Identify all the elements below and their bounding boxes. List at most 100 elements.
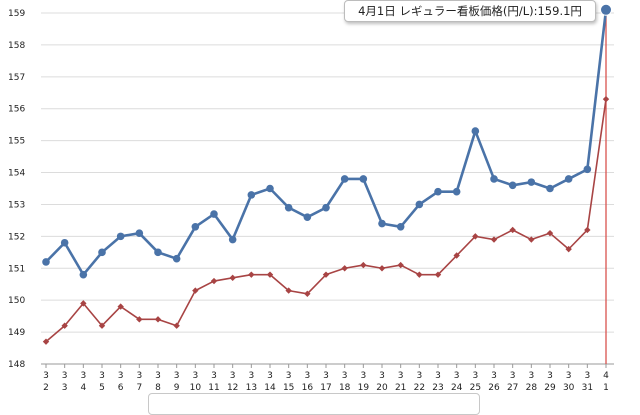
point-marker bbox=[98, 322, 106, 329]
y-tick-label: 158 bbox=[8, 41, 25, 51]
x-tick-day: 6 bbox=[118, 383, 124, 393]
x-tick-day: 5 bbox=[99, 383, 105, 393]
point-marker bbox=[360, 261, 367, 269]
point-marker bbox=[266, 271, 274, 278]
point-marker bbox=[359, 175, 368, 183]
x-tick-month: 3 bbox=[99, 371, 105, 381]
x-tick-day: 4 bbox=[80, 383, 86, 393]
x-tick-month: 3 bbox=[584, 371, 590, 381]
point-marker bbox=[527, 178, 536, 186]
x-tick-day: 9 bbox=[174, 383, 180, 393]
y-tick-label: 150 bbox=[8, 296, 25, 306]
data-tooltip: 4月1日 レギュラー看板価格(円/L):159.1円 bbox=[344, 0, 596, 22]
point-marker bbox=[247, 191, 256, 199]
x-tick-day: 14 bbox=[264, 383, 276, 393]
y-tick-label: 149 bbox=[8, 328, 25, 338]
point-marker bbox=[490, 175, 498, 183]
x-tick-month: 3 bbox=[416, 371, 422, 381]
point-marker bbox=[378, 265, 386, 272]
point-marker bbox=[285, 287, 292, 294]
x-tick-month: 3 bbox=[136, 371, 142, 381]
point-marker bbox=[154, 248, 162, 257]
point-marker bbox=[528, 236, 535, 243]
point-marker bbox=[508, 181, 517, 190]
x-tick-day: 30 bbox=[563, 383, 575, 393]
point-marker bbox=[42, 338, 50, 345]
point-marker bbox=[509, 226, 516, 234]
point-marker bbox=[80, 300, 87, 307]
x-tick-month: 3 bbox=[528, 371, 534, 381]
x-tick-day: 13 bbox=[246, 383, 257, 393]
x-tick-day: 12 bbox=[227, 383, 238, 393]
point-marker bbox=[98, 248, 106, 257]
point-marker bbox=[583, 165, 592, 174]
point-marker bbox=[341, 265, 348, 272]
x-tick-month: 3 bbox=[342, 371, 348, 381]
point-marker bbox=[434, 187, 442, 196]
point-marker bbox=[396, 222, 405, 231]
y-tick-label: 153 bbox=[8, 200, 25, 210]
point-marker bbox=[602, 95, 610, 103]
point-marker bbox=[117, 303, 124, 310]
point-marker bbox=[60, 238, 69, 247]
x-tick-day: 17 bbox=[320, 383, 331, 393]
point-marker bbox=[322, 203, 330, 212]
point-marker bbox=[565, 245, 572, 253]
y-tick-label: 156 bbox=[8, 105, 25, 115]
point-marker bbox=[192, 287, 199, 294]
x-tick-month: 3 bbox=[118, 371, 124, 381]
point-marker bbox=[228, 235, 237, 244]
chart-container: 148 149 150 151 152 153 154 155 156 157 158 159 3 2 3 3… bbox=[8, 0, 614, 415]
y-tick-label: 154 bbox=[8, 169, 25, 179]
x-tick-month: 3 bbox=[62, 371, 68, 381]
x-tick-day: 8 bbox=[155, 383, 161, 393]
y-tick-label: 157 bbox=[8, 73, 25, 83]
x-tick-month: 3 bbox=[454, 371, 460, 381]
x-tick-day: 27 bbox=[507, 383, 518, 393]
point-marker bbox=[173, 322, 180, 329]
x-tick-month: 3 bbox=[80, 371, 86, 381]
point-marker bbox=[116, 232, 125, 241]
x-tick-day: 2 bbox=[43, 383, 49, 393]
line-chart: 1481491501511521531541551561571581593233… bbox=[8, 3, 614, 393]
point-marker bbox=[490, 236, 498, 243]
x-tick-day: 11 bbox=[208, 383, 219, 393]
x-tick-month: 3 bbox=[566, 371, 572, 381]
point-marker bbox=[172, 254, 181, 263]
point-marker bbox=[303, 213, 312, 222]
point-marker bbox=[378, 219, 386, 228]
point-marker bbox=[415, 200, 424, 209]
x-tick-month: 3 bbox=[547, 371, 553, 381]
x-tick-month: 3 bbox=[230, 371, 236, 381]
point-marker bbox=[42, 258, 50, 266]
x-tick-day: 7 bbox=[136, 383, 142, 393]
x-tick-month: 3 bbox=[155, 371, 161, 381]
point-marker bbox=[416, 271, 423, 278]
point-marker bbox=[229, 274, 236, 282]
x-tick-month: 3 bbox=[491, 371, 497, 381]
x-tick-month: 3 bbox=[304, 371, 310, 381]
x-tick-month: 3 bbox=[174, 371, 180, 381]
x-tick-day: 28 bbox=[526, 383, 538, 393]
y-tick-label: 148 bbox=[8, 360, 25, 370]
x-tick-month: 3 bbox=[379, 371, 385, 381]
x-tick-day: 21 bbox=[395, 383, 406, 393]
point-marker bbox=[210, 277, 218, 285]
x-tick-day: 1 bbox=[603, 383, 609, 393]
point-marker bbox=[284, 203, 293, 212]
x-tick-day: 3 bbox=[62, 383, 68, 393]
x-tick-month: 3 bbox=[267, 371, 273, 381]
y-tick-label: 159 bbox=[8, 9, 25, 19]
x-tick-month: 3 bbox=[286, 371, 292, 381]
point-marker bbox=[61, 322, 68, 329]
x-tick-month: 3 bbox=[472, 371, 478, 381]
x-tick-day: 23 bbox=[432, 383, 443, 393]
x-tick-month: 3 bbox=[510, 371, 516, 381]
point-marker bbox=[453, 252, 460, 259]
x-tick-month: 3 bbox=[43, 371, 49, 381]
x-tick-day: 18 bbox=[339, 383, 351, 393]
point-marker bbox=[584, 226, 591, 234]
x-tick-month: 3 bbox=[435, 371, 441, 381]
x-tick-day: 16 bbox=[302, 383, 314, 393]
series-line-1 bbox=[45, 99, 607, 343]
